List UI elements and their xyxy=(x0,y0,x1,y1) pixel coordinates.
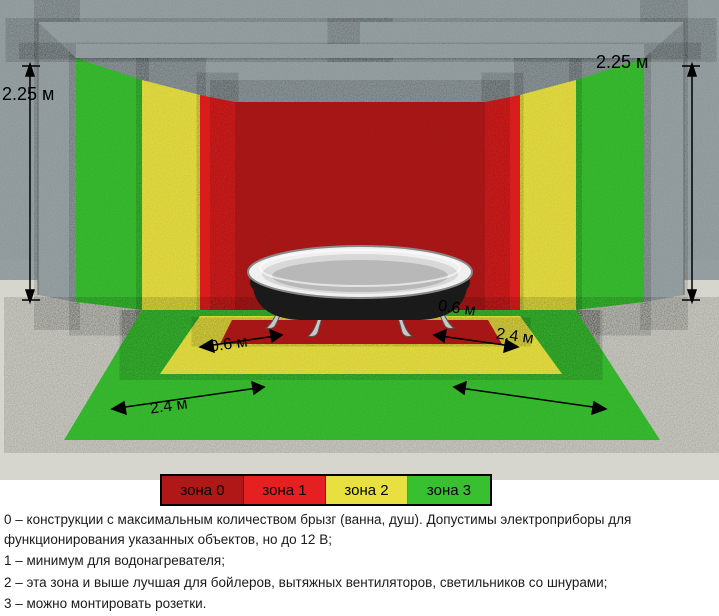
label-height-left: 2.25 м xyxy=(2,84,54,105)
legend-zone3: зона 3 xyxy=(408,476,490,504)
legend-zone2: зона 2 xyxy=(326,476,408,504)
legend-zone0-label: зона 0 xyxy=(180,482,224,499)
legend-zone1: зона 1 xyxy=(244,476,326,504)
label-height-right: 2.25 м xyxy=(596,52,648,73)
right-wall-zone2 xyxy=(520,80,576,316)
legend-zone1-label: зона 1 xyxy=(262,482,306,499)
legend-zone3-label: зона 3 xyxy=(427,482,471,499)
caption-line3: 3 – можно монтировать розетки. xyxy=(4,594,716,614)
left-wall-zone1 xyxy=(200,95,235,320)
left-wall-zone3 xyxy=(76,58,142,310)
caption-line0: 0 – конструкции с максимальным количеств… xyxy=(4,510,716,549)
caption-block: 0 – конструкции с максимальным количеств… xyxy=(4,510,716,616)
right-wall-zone3 xyxy=(576,58,644,310)
bathroom-zones-diagram: 2.25 м 2.25 м 0.6 м 2.4 м 0.6 м 2.4 м xyxy=(0,0,719,480)
zone-legend: зона 0 зона 1 зона 2 зона 3 xyxy=(160,474,492,506)
right-wall-zone1 xyxy=(485,95,520,320)
legend-zone0: зона 0 xyxy=(162,476,244,504)
legend-zone2-label: зона 2 xyxy=(344,482,388,499)
caption-line2: 2 – эта зона и выше лучшая для бойлеров,… xyxy=(4,573,716,593)
left-wall-zone2 xyxy=(142,80,200,316)
caption-line1: 1 – минимум для водонагревателя; xyxy=(4,551,716,571)
